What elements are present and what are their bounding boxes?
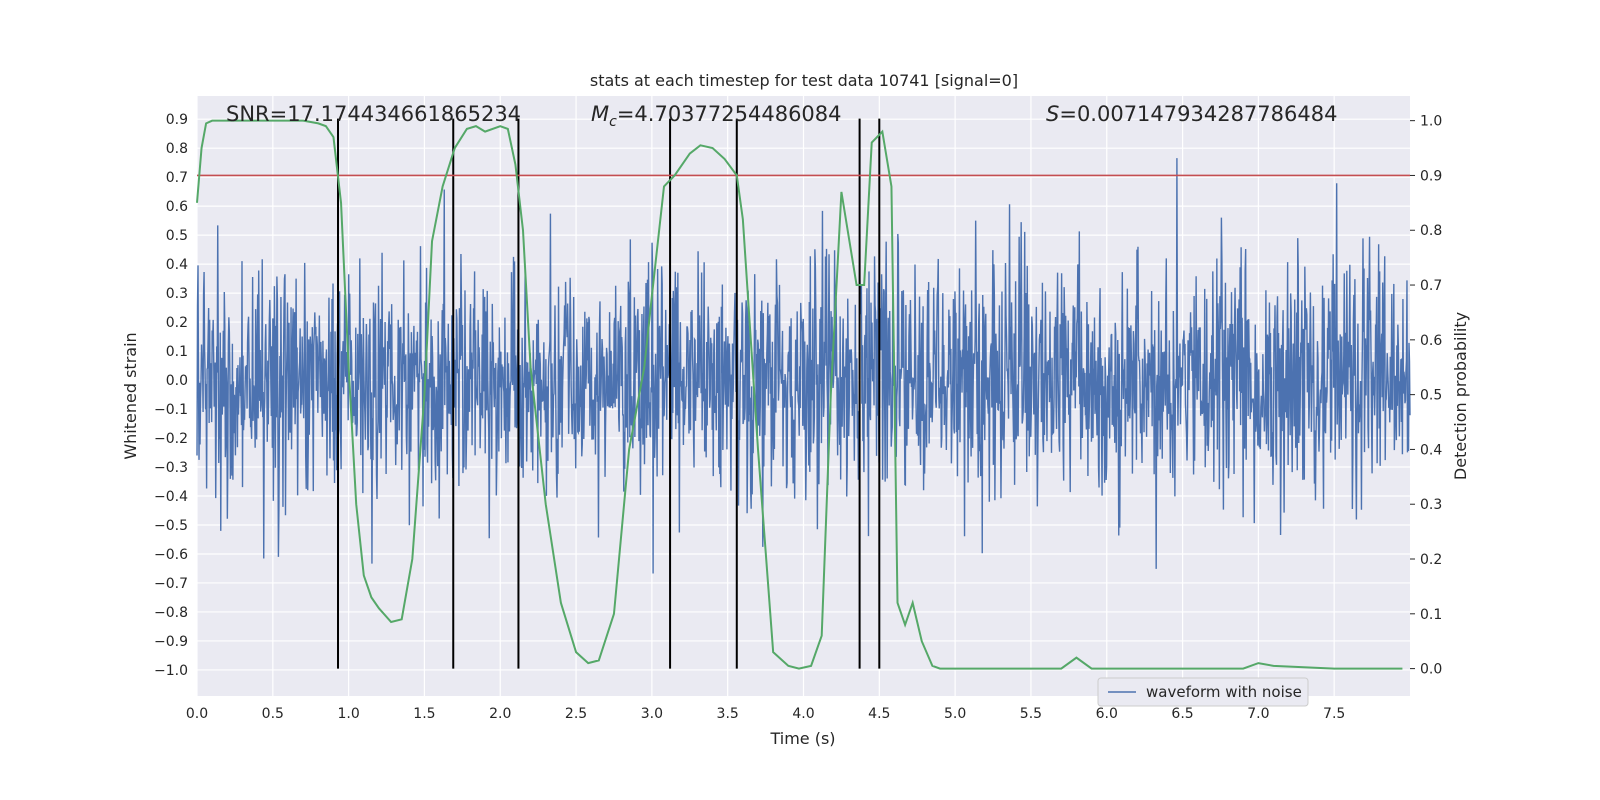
- left-tick-label: 0.3: [166, 286, 188, 302]
- x-tick-label: 6.0: [1096, 706, 1118, 722]
- left-tick-label: 0.6: [166, 199, 188, 215]
- chirp-mass-symbol: M: [591, 102, 609, 126]
- right-tick-label: 0.3: [1420, 497, 1442, 513]
- x-tick-label: 5.0: [944, 706, 966, 722]
- right-tick-label: 0.1: [1420, 607, 1442, 623]
- s-value: =0.007147934287786484: [1059, 102, 1337, 126]
- chirp-mass-annotation: Mc=4.70377254486084: [591, 102, 842, 130]
- x-axis-ticks: 0.0 0.5 1.0 1.5 2.0 2.5 3.0 3.5 4.0 4.5 5.0 5.5 6.0 6…: [186, 706, 1345, 722]
- x-tick-label: 7.5: [1323, 706, 1345, 722]
- left-tick-label: −0.1: [154, 402, 188, 418]
- left-tick-label: 0.4: [166, 257, 188, 273]
- right-axis-ticks: 1.0 0.9 0.8 0.7 0.6 0.5 0.4 0.3 0.2 0.1 0.0: [1410, 114, 1442, 678]
- right-tick-label: 0.7: [1420, 278, 1442, 294]
- x-tick-label: 3.0: [641, 706, 663, 722]
- x-tick-label: 2.0: [489, 706, 511, 722]
- right-tick-label: 0.9: [1420, 168, 1442, 184]
- x-tick-label: 2.5: [565, 706, 587, 722]
- right-tick-label: 0.8: [1420, 223, 1442, 239]
- x-tick-label: 3.5: [717, 706, 739, 722]
- left-tick-label: −1.0: [154, 663, 188, 679]
- legend: waveform with noise: [1097, 677, 1309, 707]
- left-tick-label: 0.2: [166, 315, 188, 331]
- x-tick-label: 0.5: [262, 706, 284, 722]
- x-tick-label: 0.0: [186, 706, 208, 722]
- left-tick-label: −0.4: [154, 489, 188, 505]
- x-tick-label: 1.0: [337, 706, 359, 722]
- right-tick-label: 0.0: [1420, 662, 1442, 678]
- left-tick-label: −0.7: [154, 576, 188, 592]
- vertical-lines: [337, 118, 881, 669]
- left-tick-label: 0.1: [166, 344, 188, 360]
- x-tick-label: 4.5: [868, 706, 890, 722]
- right-tick-label: 0.5: [1420, 388, 1442, 404]
- left-tick-label: −0.9: [154, 634, 188, 650]
- left-tick-label: 0.0: [166, 373, 188, 389]
- chirp-mass-subscript: c: [609, 114, 617, 130]
- x-tick-label: 7.0: [1247, 706, 1269, 722]
- left-tick-label: −0.8: [154, 605, 188, 621]
- left-tick-label: −0.3: [154, 460, 188, 476]
- left-tick-label: 0.7: [166, 170, 188, 186]
- waveform-line: [196, 158, 1411, 574]
- right-tick-label: 0.4: [1420, 442, 1442, 458]
- left-tick-label: 0.8: [166, 141, 188, 157]
- left-tick-label: 0.5: [166, 228, 188, 244]
- x-tick-label: 6.5: [1171, 706, 1193, 722]
- snr-annotation: SNR=17.174434661865234: [226, 102, 521, 126]
- legend-label: waveform with noise: [1146, 683, 1302, 701]
- chart-title: stats at each timestep for test data 107…: [590, 71, 1018, 90]
- right-tick-label: 1.0: [1420, 114, 1442, 130]
- left-tick-label: −0.5: [154, 518, 188, 534]
- s-symbol: S: [1046, 102, 1059, 126]
- left-tick-label: 0.9: [166, 112, 188, 128]
- left-tick-label: −0.6: [154, 547, 188, 563]
- detection-probability-series: [196, 119, 1403, 670]
- waveform-series: [196, 158, 1411, 574]
- y-axis-label-right: Detection probability: [1451, 312, 1470, 480]
- right-tick-label: 0.6: [1420, 333, 1442, 349]
- x-tick-label: 5.5: [1020, 706, 1042, 722]
- x-tick-label: 1.5: [413, 706, 435, 722]
- left-tick-label: −0.2: [154, 431, 188, 447]
- legend-box: [1097, 677, 1309, 707]
- left-axis-ticks: 0.9 0.8 0.7 0.6 0.5 0.4 0.3 0.2 0.1 0.0 −0.1 −0.2 −0…: [154, 112, 188, 679]
- right-tick-label: 0.2: [1420, 552, 1442, 568]
- x-axis-label: Time (s): [769, 729, 835, 748]
- chirp-mass-value: =4.70377254486084: [617, 102, 842, 126]
- y-axis-label-left: Whitened strain: [121, 332, 140, 459]
- x-tick-label: 4.0: [792, 706, 814, 722]
- s-annotation: S=0.007147934287786484: [1046, 102, 1337, 126]
